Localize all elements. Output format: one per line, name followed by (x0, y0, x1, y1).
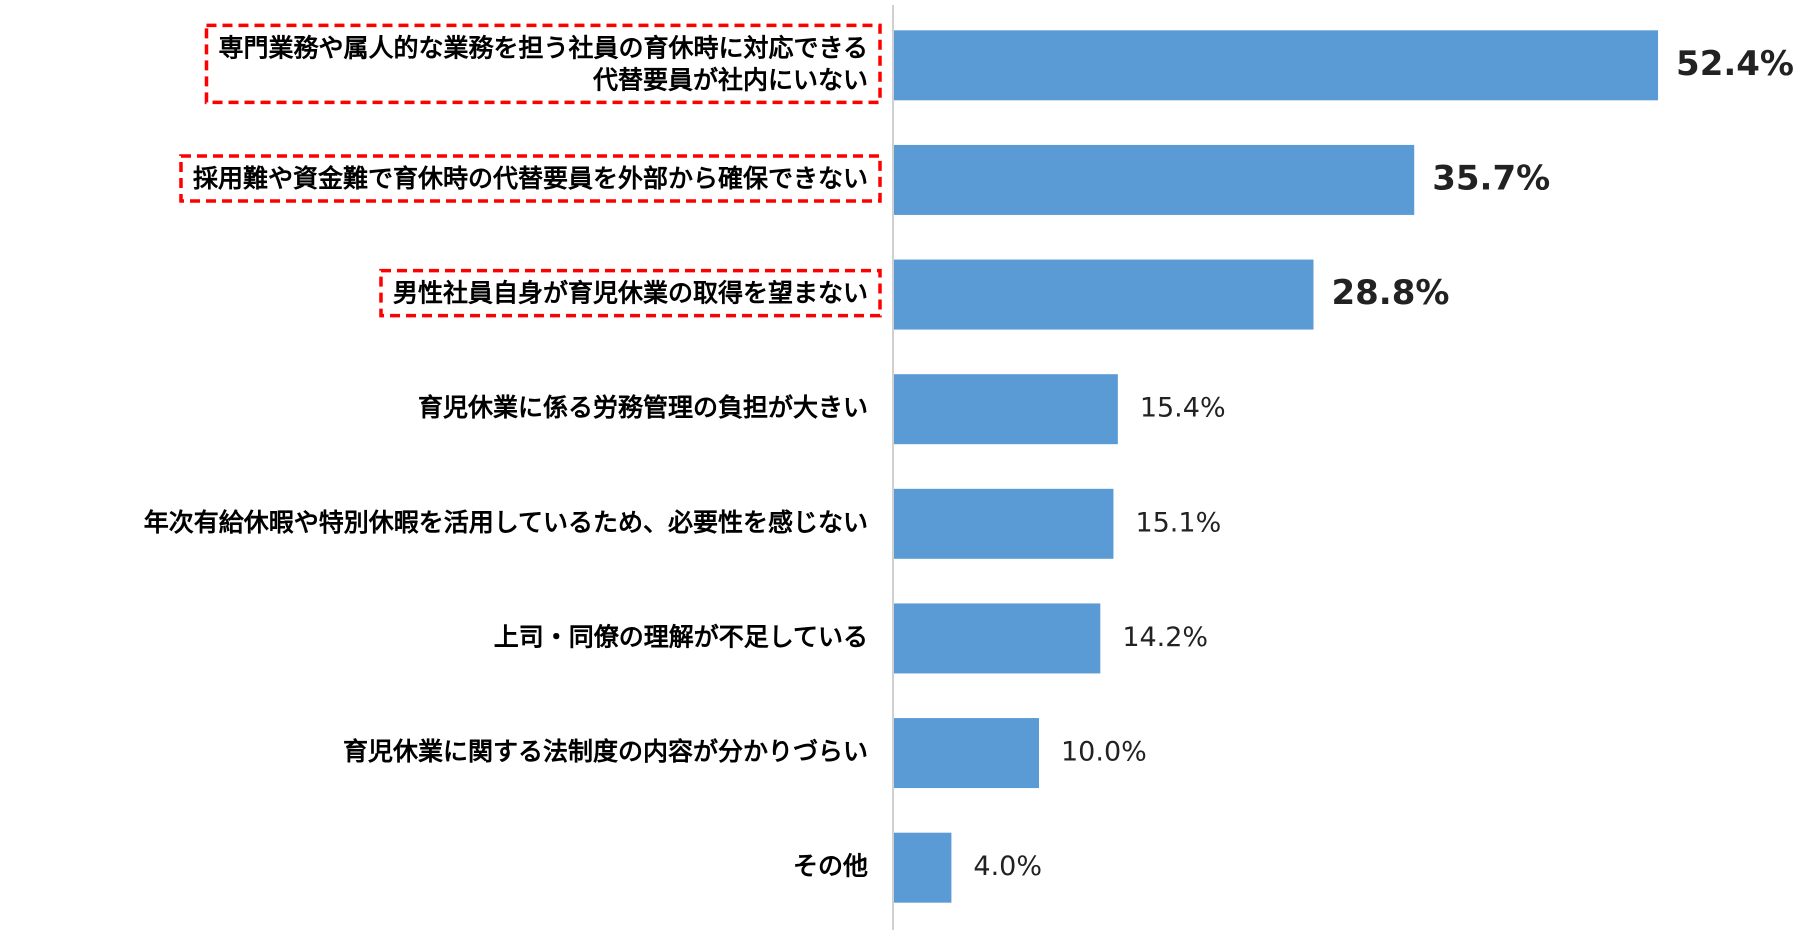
value-label: 15.4% (1140, 393, 1226, 424)
bar (893, 832, 952, 903)
value-label: 28.8% (1331, 273, 1449, 313)
bar (893, 144, 1415, 215)
category-label: 育児休業に係る労務管理の負担が大きい (418, 393, 868, 422)
bar (893, 603, 1101, 674)
value-label: 14.2% (1122, 622, 1208, 653)
bar (893, 718, 1039, 789)
value-label: 15.1% (1135, 507, 1221, 538)
category-label: その他 (793, 852, 868, 881)
bar (893, 259, 1314, 330)
bar (893, 30, 1659, 101)
category-label: 男性社員自身が育児休業の取得を望まない (393, 279, 868, 308)
highlight-box (204, 23, 882, 105)
category-label: 育児休業に関する法制度の内容が分かりづらい (343, 737, 868, 766)
value-label: 35.7% (1432, 158, 1550, 198)
bar (893, 488, 1114, 559)
category-label: 専門業務や属人的な業務を担う社員の育休時に対応できる代替要員が社内にいない (218, 33, 868, 94)
category-label: 年次有給休暇や特別休暇を活用しているため、必要性を感じない (144, 508, 868, 537)
value-label: 10.0% (1061, 737, 1147, 768)
highlight-box (379, 268, 882, 318)
value-label: 4.0% (973, 851, 1042, 882)
highlight-box (179, 154, 882, 203)
bar (893, 374, 1118, 445)
category-label: 採用難や資金難で育休時の代替要員を外部から確保できない (193, 164, 868, 193)
value-label: 52.4% (1676, 44, 1794, 84)
category-label: 上司・同僚の理解が不足している (494, 622, 868, 651)
